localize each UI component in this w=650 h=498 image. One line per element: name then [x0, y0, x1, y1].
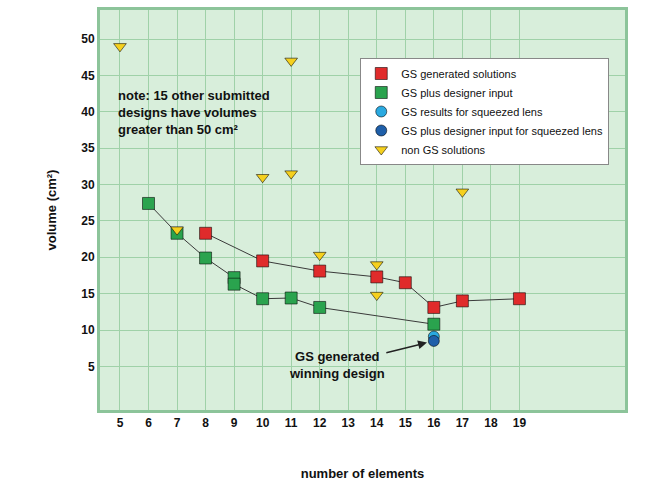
- svg-text:GS generated solutions: GS generated solutions: [401, 68, 516, 80]
- svg-text:13: 13: [342, 416, 356, 430]
- svg-text:GS generatedwinning design: GS generatedwinning design: [289, 349, 385, 381]
- svg-text:GS plus designer input: GS plus designer input: [401, 87, 512, 99]
- svg-text:5: 5: [88, 360, 95, 374]
- svg-text:15: 15: [399, 416, 413, 430]
- svg-text:50: 50: [81, 32, 95, 46]
- svg-text:9: 9: [231, 416, 238, 430]
- svg-text:number of elements: number of elements: [301, 466, 425, 481]
- svg-text:20: 20: [81, 250, 95, 264]
- svg-text:12: 12: [313, 416, 327, 430]
- svg-text:14: 14: [370, 416, 384, 430]
- svg-text:10: 10: [256, 416, 270, 430]
- svg-text:16: 16: [427, 416, 441, 430]
- svg-text:8: 8: [202, 416, 209, 430]
- svg-text:15: 15: [81, 287, 95, 301]
- svg-text:volume (cm²): volume (cm²): [44, 170, 59, 251]
- svg-text:11: 11: [285, 416, 298, 430]
- svg-text:19: 19: [513, 416, 527, 430]
- svg-text:35: 35: [81, 141, 95, 155]
- svg-text:5: 5: [117, 416, 124, 430]
- svg-text:25: 25: [81, 214, 95, 228]
- svg-text:17: 17: [456, 416, 470, 430]
- svg-text:40: 40: [81, 105, 95, 119]
- svg-text:45: 45: [81, 69, 95, 83]
- svg-text:18: 18: [484, 416, 498, 430]
- svg-text:6: 6: [145, 416, 152, 430]
- svg-text:10: 10: [81, 323, 95, 337]
- svg-text:GS results for squeezed lens: GS results for squeezed lens: [401, 106, 543, 118]
- svg-text:GS plus designer input for squ: GS plus designer input for squeezed lens: [401, 125, 603, 137]
- svg-text:non GS solutions: non GS solutions: [401, 144, 485, 156]
- svg-text:note: 15 other submitteddesign: note: 15 other submitteddesigns have vol…: [118, 88, 270, 137]
- svg-text:30: 30: [81, 178, 95, 192]
- svg-text:7: 7: [174, 416, 181, 430]
